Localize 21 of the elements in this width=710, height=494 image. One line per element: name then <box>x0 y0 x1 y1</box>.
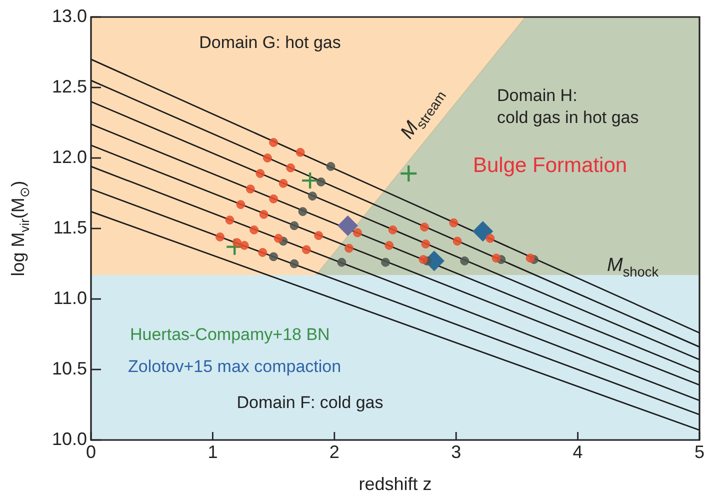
series-label: Domain H: cold gas in hot gas <box>497 86 639 127</box>
y-tick-label: 12.0 <box>52 146 87 167</box>
x-tick-label: 3 <box>451 442 462 462</box>
text: Huertas-Compamy+18 BN <box>130 325 330 344</box>
x-tick-label: 5 <box>694 442 705 462</box>
y-axis-title: log Mvir(M⊙) <box>8 180 32 276</box>
y-tick-label: 10.0 <box>52 428 87 449</box>
x-tick-label: 1 <box>208 442 218 462</box>
annotation: Bulge Formation <box>473 154 628 177</box>
band-label: Domain G: hot gas <box>199 33 341 52</box>
text: Zolotov+15 max compaction <box>128 357 342 376</box>
band-label: Domain F: cold gas <box>236 393 384 412</box>
y-tick-label: 11.0 <box>53 288 87 308</box>
x-axis-title: redshift z <box>358 474 432 494</box>
y-tick-label: 10.5 <box>52 358 87 378</box>
x-tick-label: 2 <box>329 442 340 462</box>
x-tick-label: 0 <box>86 442 96 462</box>
x-tick-label: 4 <box>572 442 583 462</box>
y-tick-label: 12.5 <box>52 76 87 96</box>
y-tick-label: 13.0 <box>52 6 87 26</box>
y-tick-label: 11.5 <box>53 217 87 238</box>
